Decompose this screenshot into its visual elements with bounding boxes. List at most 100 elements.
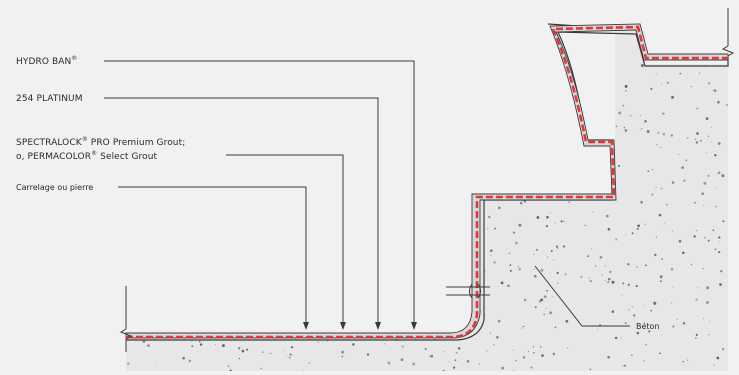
aggregate-speck [477,41,480,44]
aggregate-speck [436,298,439,300]
aggregate-speck [637,40,638,42]
aggregate-speck [708,82,711,85]
aggregate-speck [311,190,313,192]
aggregate-speck [412,56,416,60]
aggregate-speck [297,200,299,203]
aggregate-speck [653,301,657,305]
aggregate-speck [365,126,366,128]
aggregate-speck [306,100,308,103]
aggregate-speck [266,300,268,302]
aggregate-speck [589,279,592,283]
aggregate-speck [278,63,280,65]
aggregate-speck [209,268,211,271]
aggregate-speck [487,30,488,31]
aggregate-speck [707,135,710,137]
aggregate-speck [528,31,530,32]
aggregate-speck [447,102,450,105]
aggregate-speck [660,280,662,283]
aggregate-speck [271,251,273,253]
aggregate-speck [641,128,643,130]
aggregate-speck [142,221,145,224]
aggregate-speck [543,295,547,299]
aggregate-speck [271,206,274,210]
aggregate-speck [216,40,219,43]
aggregate-speck [537,158,539,160]
aggregate-speck [646,130,650,133]
aggregate-speck [143,104,147,108]
aggregate-speck [679,72,681,75]
aggregate-speck [614,336,618,340]
aggregate-speck [291,149,293,152]
aggregate-speck [164,241,167,244]
aggregate-speck [237,252,240,254]
aggregate-speck [227,291,231,294]
aggregate-speck [236,126,240,130]
aggregate-speck [186,183,190,186]
aggregate-speck [625,90,627,92]
aggregate-speck [287,290,291,293]
aggregate-speck [180,61,183,64]
aggregate-speck [458,75,460,77]
aggregate-speck [229,294,231,297]
aggregate-speck [700,139,702,142]
aggregate-speck [171,66,173,68]
aggregate-speck [387,192,390,196]
aggregate-speck [508,252,511,254]
left-break-line [119,286,133,352]
aggregate-speck [605,214,609,218]
aggregate-speck [695,141,699,144]
aggregate-speck [644,223,646,225]
aggregate-speck [553,73,557,77]
aggregate-speck [318,299,322,303]
aggregate-speck [128,201,130,203]
aggregate-speck [695,337,697,339]
aggregate-speck [517,265,520,268]
aggregate-speck [438,272,441,275]
aggregate-speck [557,175,560,177]
aggregate-speck [549,34,551,36]
aggregate-speck [282,244,285,248]
aggregate-speck [474,79,477,82]
aggregate-speck [239,280,243,284]
aggregate-speck [624,84,628,88]
aggregate-speck [457,347,461,350]
aggregate-speck [637,224,640,228]
aggregate-speck [480,136,484,139]
aggregate-speck [136,54,138,56]
aggregate-speck [696,132,699,135]
aggregate-speck [530,366,533,369]
aggregate-speck [128,177,131,180]
aggregate-speck [432,130,434,133]
aggregate-speck [246,348,249,351]
aggregate-speck [655,236,657,238]
aggregate-speck [706,300,709,304]
aggregate-speck [266,136,268,139]
aggregate-speck [317,341,320,343]
aggregate-speck [683,46,686,49]
aggregate-speck [368,212,370,215]
aggregate-speck [294,339,297,341]
aggregate-speck [636,331,640,335]
aggregate-speck [686,137,689,139]
aggregate-speck [346,39,349,42]
aggregate-speck [706,286,710,290]
aggregate-speck [142,339,146,343]
aggregate-speck [411,63,413,65]
aggregate-speck [199,343,203,346]
aggregate-speck [227,300,230,303]
arrow-tile [303,322,309,330]
aggregate-speck [558,148,562,151]
aggregate-speck [483,166,485,168]
aggregate-speck [556,57,558,59]
aggregate-speck [722,220,725,223]
aggregate-speck [663,223,665,225]
aggregate-speck [174,162,176,164]
aggregate-speck [422,225,426,229]
aggregate-speck [236,253,238,255]
aggregate-speck [197,135,200,137]
aggregate-speck [290,346,293,349]
aggregate-speck [234,86,237,90]
aggregate-speck [343,187,347,191]
aggregate-speck [416,114,419,117]
aggregate-speck [313,253,315,255]
